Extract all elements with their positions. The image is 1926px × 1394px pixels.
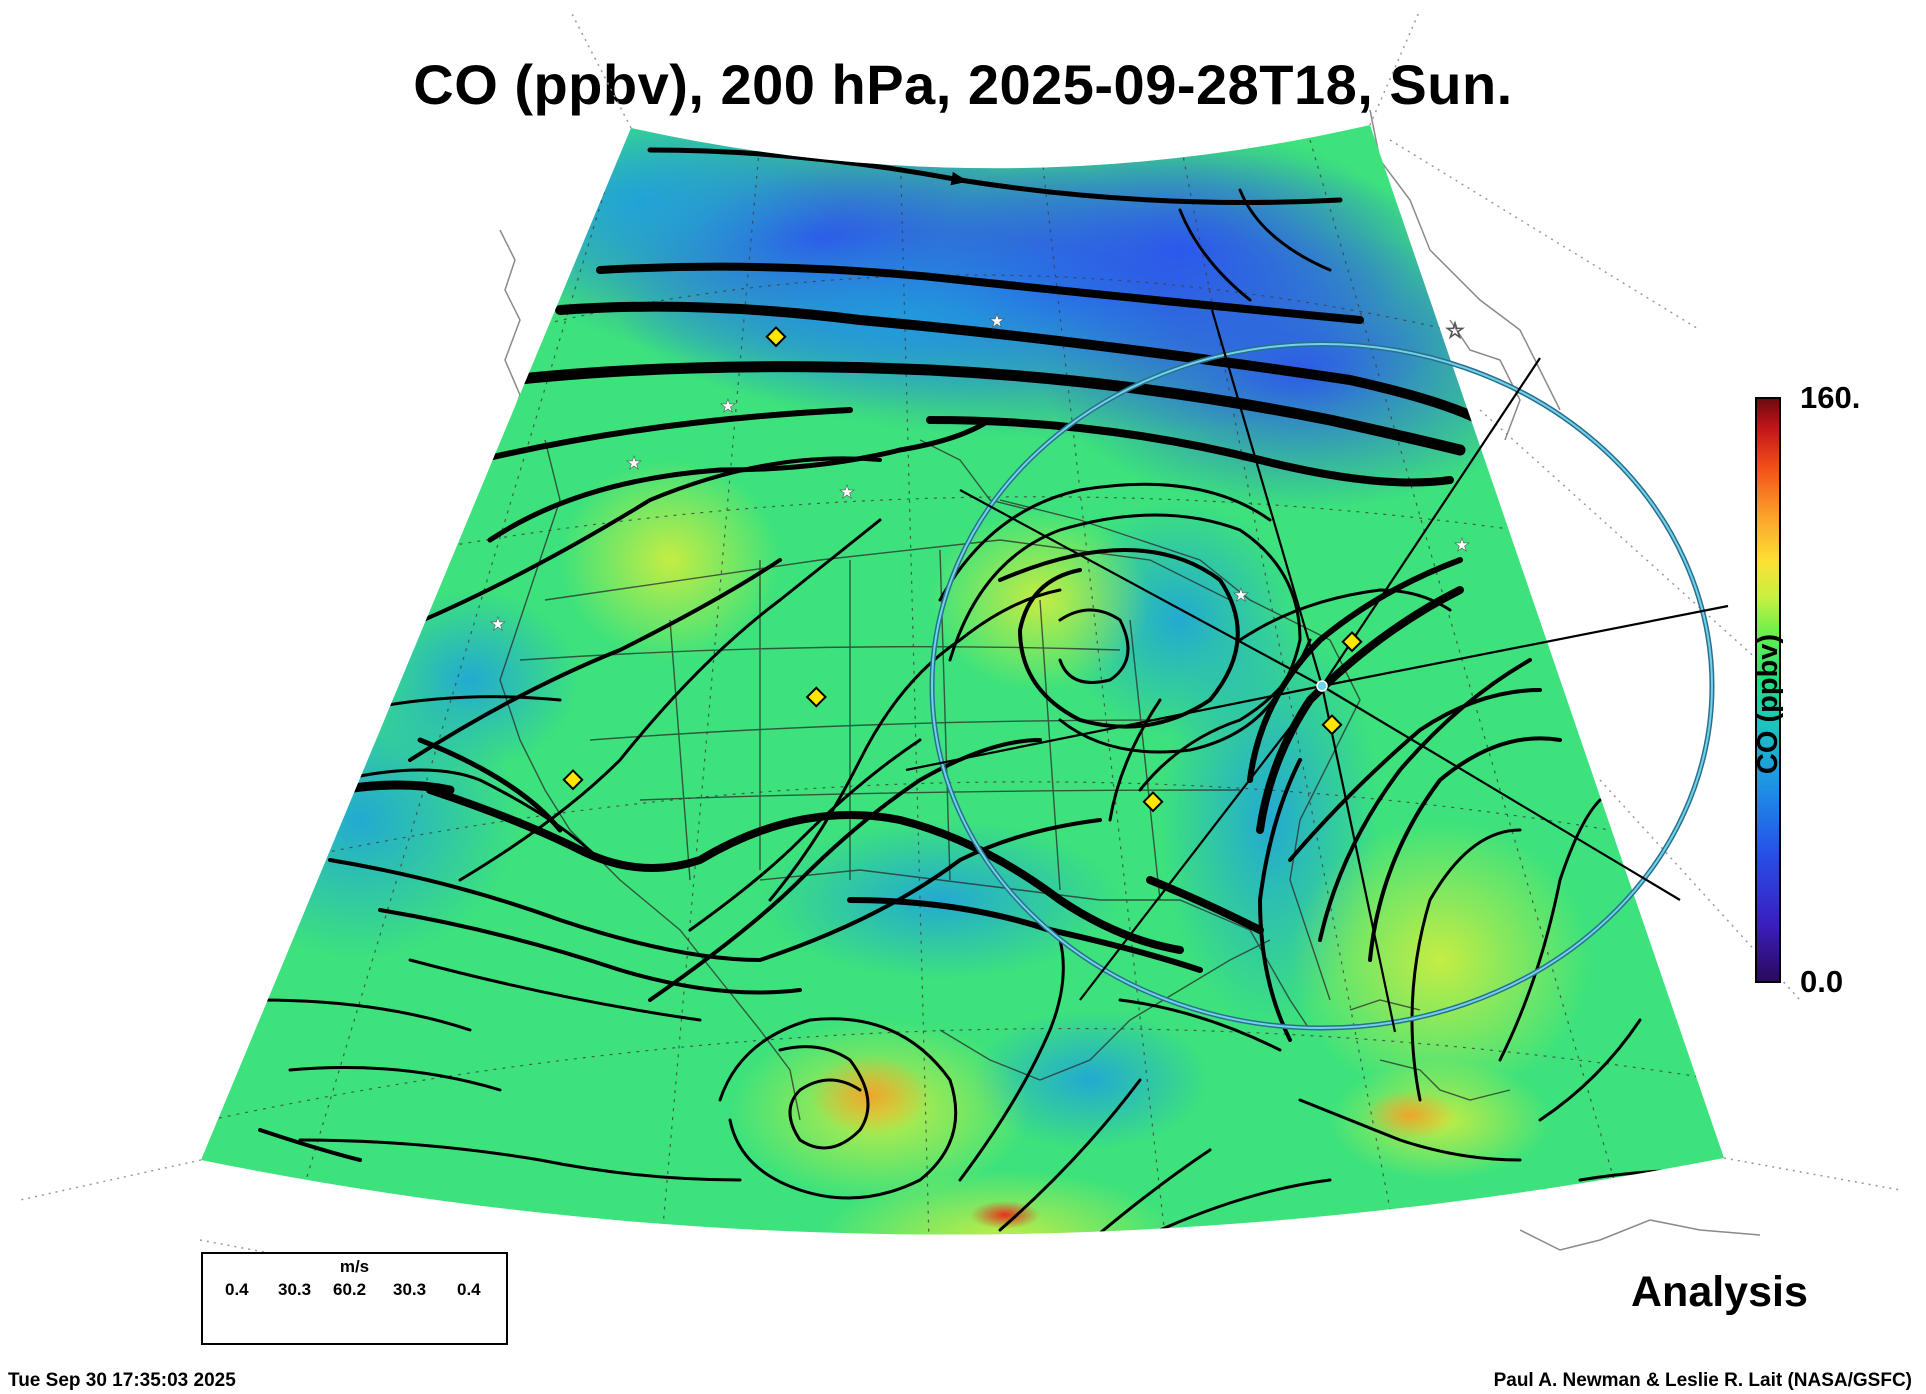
legend-tick: 60.2 [333,1280,367,1299]
site-markers [562,326,1363,813]
outer-graticule [19,9,1901,1271]
legend-tick: 0.4 [225,1280,249,1299]
svg-text:★: ★ [490,614,506,635]
colorbar-title: CO (ppbv) [1752,633,1784,775]
svg-text:☆: ☆ [1445,319,1465,344]
svg-text:★: ★ [1233,585,1249,606]
map-boundaries [499,439,1511,1121]
svg-text:★: ★ [839,482,855,503]
wind-speed-legend: m/s 0.4 30.3 60.2 30.3 0.4 [201,1252,508,1345]
chart-title: CO (ppbv), 200 hPa, 2025-09-28T18, Sun. [413,53,1513,116]
wind-streamlines [258,147,1702,1235]
svg-text:★: ★ [989,311,1005,332]
colorbar [1755,397,1781,983]
svg-text:★: ★ [1454,535,1470,556]
credit-line: Paul A. Newman & Leslie R. Lait (NASA/GS… [1493,1370,1912,1391]
svg-text:★: ★ [720,396,736,417]
colorbar-max-label: 160. [1800,380,1861,415]
range-ring [905,309,1729,1033]
legend-unit: m/s [339,1257,370,1276]
analysis-label: Analysis [1631,1268,1808,1316]
svg-text:★: ★ [626,453,642,474]
legend-tick: 30.3 [278,1280,312,1299]
legend-tick: 0.4 [457,1280,481,1299]
timestamp: Tue Sep 30 17:35:03 2025 [8,1370,236,1391]
outline-star: ☆ [1445,319,1466,345]
star-markers: ★ ★ ★ ★ ★ ★ ★ [490,311,1471,636]
legend-tick: 30.3 [393,1280,427,1299]
colorbar-min-label: 0.0 [1800,964,1844,999]
